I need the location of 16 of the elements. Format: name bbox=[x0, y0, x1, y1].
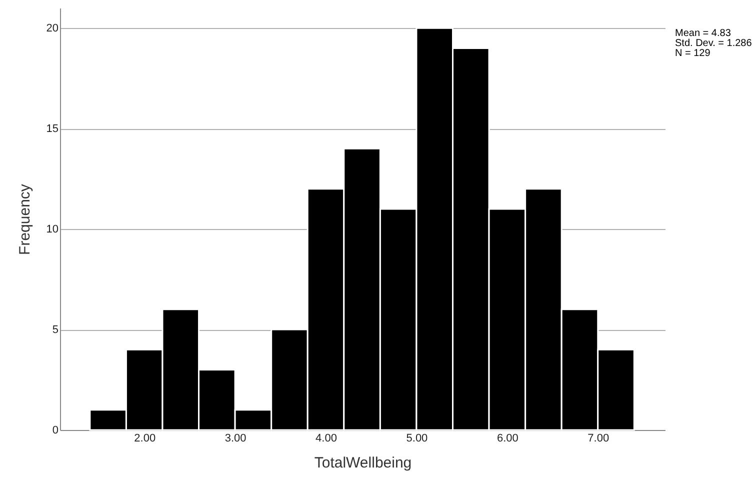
x-tick-label: 7.00 bbox=[588, 432, 610, 444]
x-tick-label: 5.00 bbox=[406, 432, 428, 444]
y-tick-label: 5 bbox=[52, 324, 58, 336]
x-tick-label: 2.00 bbox=[134, 432, 156, 444]
y-tick-label: 10 bbox=[46, 224, 58, 236]
y-tick-label: 20 bbox=[46, 22, 58, 35]
y-axis-title: Frequency bbox=[16, 184, 34, 255]
text: Mean = 4.83 bbox=[675, 28, 732, 39]
x-axis-title: TotalWellbeing bbox=[314, 454, 412, 472]
y-tick-label: 0 bbox=[52, 424, 58, 436]
x-tick-label: 6.00 bbox=[496, 432, 518, 444]
text: N = 129 bbox=[675, 48, 711, 59]
x-tick-label: 4.00 bbox=[316, 432, 337, 444]
x-tick-label: 3.00 bbox=[224, 432, 246, 444]
y-tick-label: 15 bbox=[46, 123, 58, 136]
text: Std. Dev. = 1.286 bbox=[675, 38, 752, 49]
